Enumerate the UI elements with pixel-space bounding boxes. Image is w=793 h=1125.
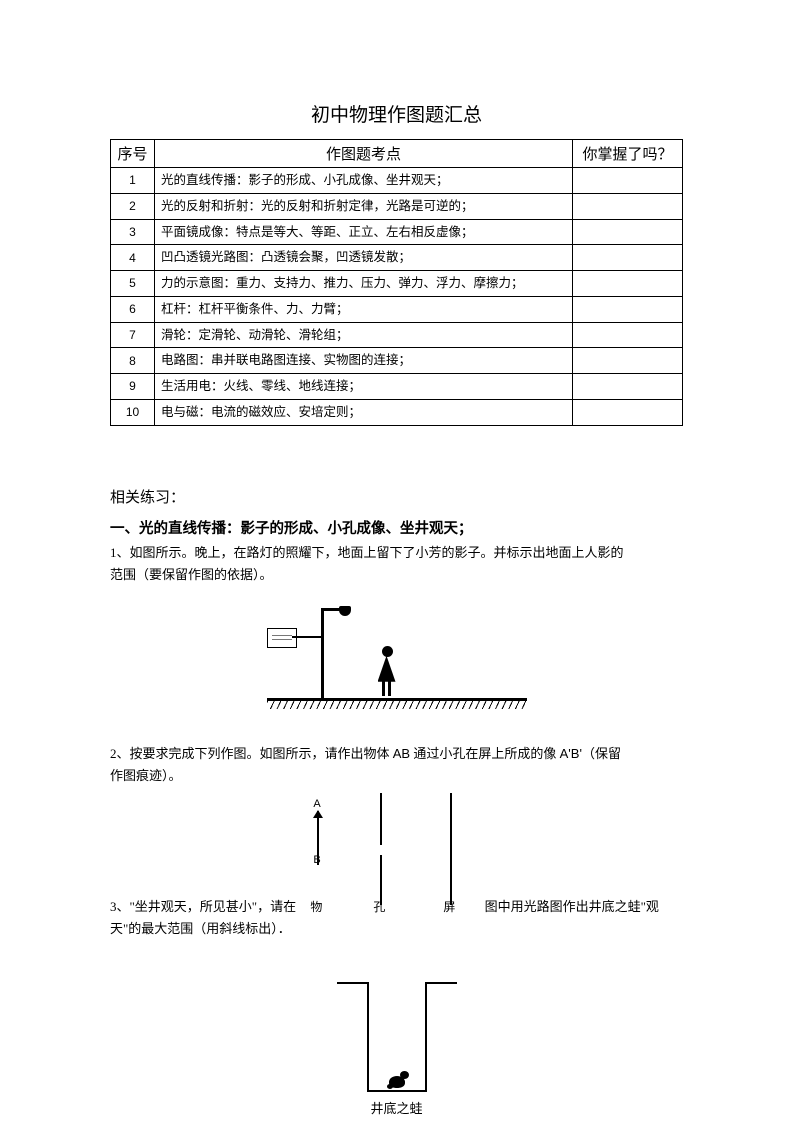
lamp-pole-icon bbox=[321, 608, 324, 698]
q1-text: 1、如图所示。晚上，在路灯的照耀下，地面上留下了小芳的影子。并标示出地面上人影的… bbox=[110, 542, 683, 586]
col-master: 你掌握了吗？ bbox=[573, 140, 683, 168]
topics-table: 序号 作图题考点 你掌握了吗？ 1光的直线传播：影子的形成、小孔成像、坐井观天；… bbox=[110, 139, 683, 426]
table-row: 3平面镜成像：特点是等大、等距、正立、左右相反虚像； bbox=[111, 219, 683, 245]
streetlamp-figure bbox=[267, 600, 527, 720]
screen-line-icon bbox=[450, 793, 452, 905]
table-row: 9生活用电：火线、零线、地线连接； bbox=[111, 374, 683, 400]
table-row: 5力的示意图：重力、支持力、推力、压力、弹力、浮力、摩擦力； bbox=[111, 271, 683, 297]
q2-text: 2、按要求完成下列作图。如图所示，请作出物体 AB 通过小孔在屏上所成的像 A'… bbox=[110, 743, 683, 787]
figure-3: 井底之蛙 bbox=[110, 970, 683, 1125]
caption-object: 物 bbox=[310, 897, 322, 917]
figure-3-caption: 井底之蛙 bbox=[337, 1098, 457, 1117]
ground-left-icon bbox=[337, 982, 367, 984]
section-1-title: 一、光的直线传播：影子的形成、小孔成像、坐井观天； bbox=[110, 517, 683, 538]
table-row: 7滑轮：定滑轮、动滑轮、滑轮组； bbox=[111, 322, 683, 348]
page-title: 初中物理作图题汇总 bbox=[110, 100, 683, 127]
well-wall-right-icon bbox=[425, 982, 427, 1090]
lamp-head-icon bbox=[339, 606, 351, 616]
sign-stick-icon bbox=[292, 636, 322, 638]
table-row: 10电与磁：电流的磁效应、安培定则； bbox=[111, 399, 683, 425]
aperture-top-icon bbox=[380, 793, 382, 845]
col-topic: 作图题考点 bbox=[155, 140, 573, 168]
q3-row: 3、"坐井观天，所见甚小"，请在 A B 物 孔 屏 图中用光路图作出井底之蛙"… bbox=[110, 793, 683, 940]
practice-header: 相关练习： bbox=[110, 486, 683, 507]
figure-2-pinhole: A B 物 孔 屏 bbox=[305, 793, 475, 918]
sign-board-icon bbox=[267, 628, 297, 648]
table-row: 4凹凸透镜光路图：凸透镜会聚，凹透镜发散； bbox=[111, 245, 683, 271]
table-row: 1光的直线传播：影子的形成、小孔成像、坐井观天； bbox=[111, 168, 683, 194]
person-icon bbox=[375, 646, 399, 698]
ground-right-icon bbox=[427, 982, 457, 984]
table-row: 6杠杆：杠杆平衡条件、力、力臂； bbox=[111, 296, 683, 322]
frog-icon bbox=[387, 1070, 409, 1090]
well-bottom-icon bbox=[367, 1090, 427, 1092]
q3-pre: 3、"坐井观天，所见甚小"，请在 bbox=[110, 899, 296, 914]
table-body: 1光的直线传播：影子的形成、小孔成像、坐井观天； 2光的反射和折射：光的反射和折… bbox=[111, 168, 683, 426]
table-row: 8电路图：串并联电路图连接、实物图的连接； bbox=[111, 348, 683, 374]
q3-line2: 天"的最大范围（用斜线标出）． bbox=[110, 921, 291, 936]
caption-screen: 屏 bbox=[443, 897, 455, 917]
label-b: B bbox=[313, 851, 320, 870]
figure-1 bbox=[110, 600, 683, 725]
caption-hole: 孔 bbox=[373, 897, 385, 917]
ground-hatch-icon bbox=[267, 701, 527, 709]
q3-post: 图中用光路图作出井底之蛙"观 bbox=[485, 899, 659, 914]
well-wall-left-icon bbox=[367, 982, 369, 1090]
well-frog-figure: 井底之蛙 bbox=[337, 970, 457, 1120]
table-header-row: 序号 作图题考点 你掌握了吗？ bbox=[111, 140, 683, 168]
col-number: 序号 bbox=[111, 140, 155, 168]
page: 初中物理作图题汇总 序号 作图题考点 你掌握了吗？ 1光的直线传播：影子的形成、… bbox=[0, 0, 793, 1122]
table-row: 2光的反射和折射：光的反射和折射定律，光路是可逆的； bbox=[111, 193, 683, 219]
